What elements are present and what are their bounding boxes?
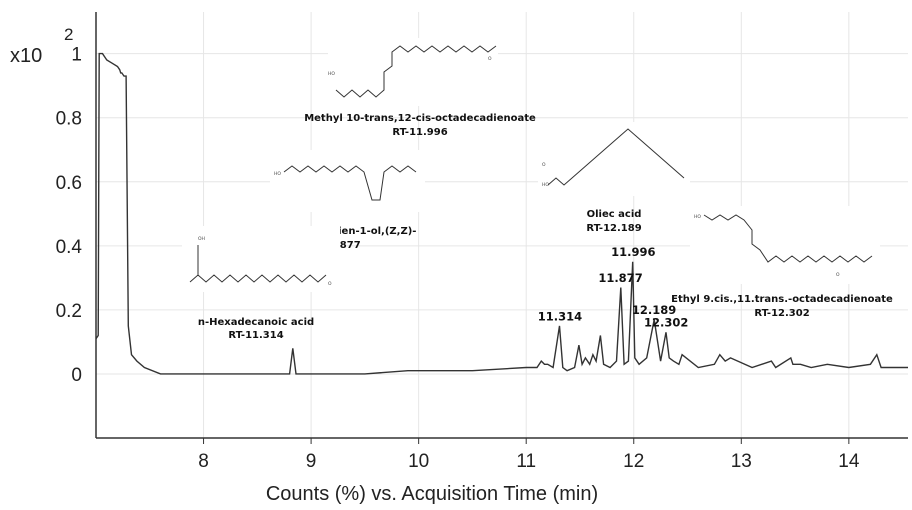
y-tick-labels: 0 0.2 0.4 0.6 0.8 1 [56, 45, 83, 386]
svg-text:O: O [542, 162, 546, 168]
y-tick-label: 0.6 [56, 173, 82, 194]
peak-label: 11.314 [538, 309, 582, 323]
x-tick-label: 9 [306, 451, 317, 472]
x-tick-label: 13 [731, 451, 752, 472]
peak-label: 12.189 [632, 303, 676, 317]
structure-octadecadienol: HO [270, 150, 425, 212]
x-tick-label: 11 [516, 451, 536, 472]
y-tick-label: 0 [71, 365, 82, 386]
annotation-rt-oleic: RT-12.189 [586, 223, 641, 234]
y-tick-label: 0.4 [56, 237, 83, 258]
svg-text:O: O [836, 272, 840, 278]
annotation-name-methyl: Methyl 10-trans,12-cis-octadecadienoate [304, 113, 536, 124]
annotation-name-oleic: Oliec acid [587, 209, 642, 220]
svg-text:OH: OH [198, 236, 205, 242]
svg-text:HO: HO [328, 71, 335, 77]
x-tick-label: 8 [198, 451, 209, 472]
structure-ethyl-octadecadienoate: HO O [690, 206, 880, 284]
peak-label: 11.877 [598, 271, 642, 285]
annotation-rt-hexadecanoic: RT-11.314 [228, 330, 283, 341]
svg-text:HO: HO [694, 214, 701, 220]
peak-label: 12.302 [644, 316, 688, 330]
y-multiplier-exponent: 2 [64, 25, 73, 44]
svg-text:HO: HO [274, 171, 281, 177]
x-tick-label: 10 [408, 451, 429, 472]
x-tick-label: 14 [838, 451, 860, 472]
x-axis-label: Counts (%) vs. Acquisition Time (min) [266, 483, 598, 505]
svg-text:O: O [488, 56, 492, 62]
annotation-name-ethyl: Ethyl 9.cis.,11.trans.-octadecadienoate [671, 294, 893, 305]
x-tick-label: 12 [623, 451, 644, 472]
peak-label: 11.996 [611, 245, 655, 259]
structure-oleic-acid: O HO [538, 122, 690, 196]
svg-text:O: O [328, 281, 332, 287]
annotation-rt-ethyl: RT-12.302 [754, 308, 809, 319]
y-tick-label: 0.2 [56, 301, 82, 322]
y-tick-label: 0.8 [56, 109, 82, 130]
x-tick-labels: 8 9 10 11 12 13 14 [198, 438, 860, 472]
chromatogram-series-line [95, 52, 908, 375]
structure-hexadecanoic-acid: OH O [182, 226, 340, 292]
y-tick-label: 1 [71, 45, 82, 66]
structure-methyl-octadecadienoate: HO O [328, 38, 498, 106]
annotation-rt-methyl: RT-11.996 [392, 127, 447, 138]
svg-text:HO: HO [542, 182, 549, 188]
y-multiplier-label: x10 [10, 45, 42, 67]
annotation-name-hexadecanoic: n-Hexadecanoic acid [198, 317, 314, 328]
